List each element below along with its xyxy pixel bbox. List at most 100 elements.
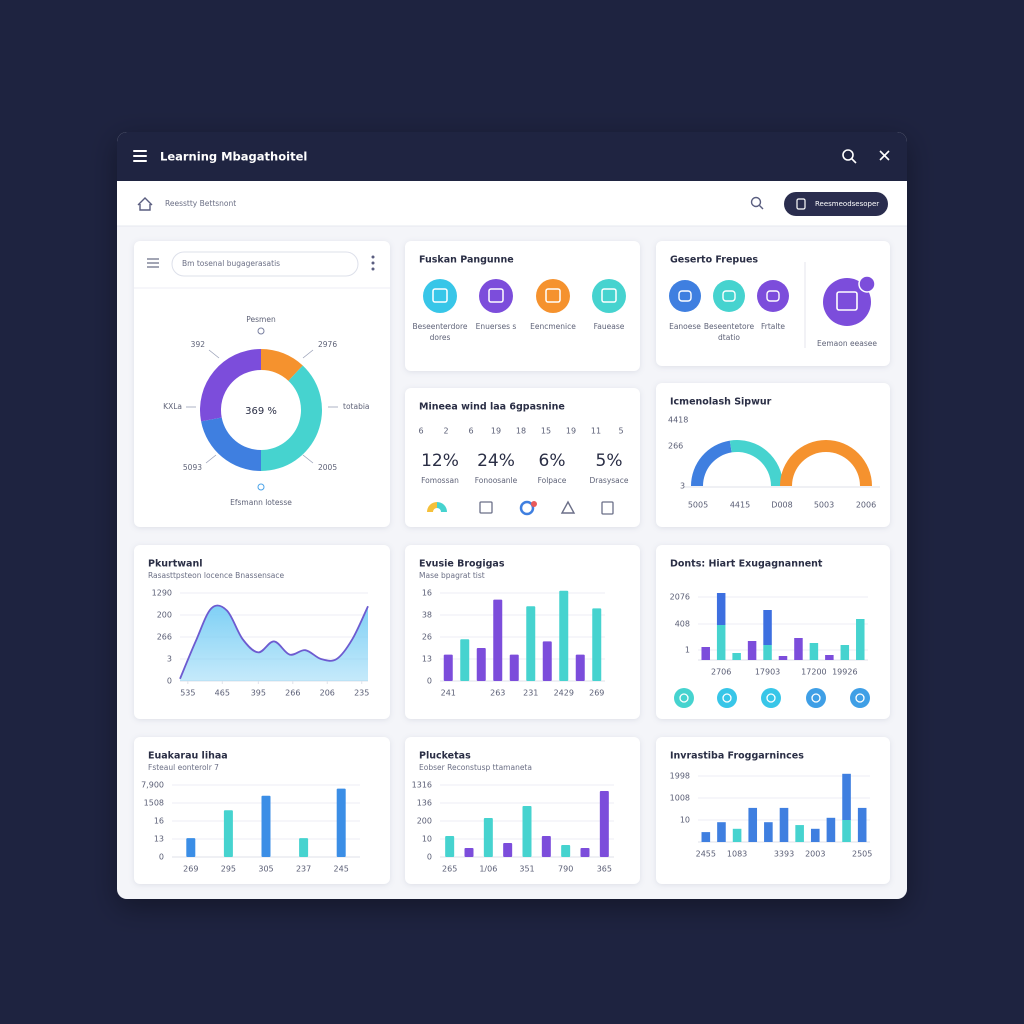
stat-label: Fomossan: [421, 476, 459, 485]
bar-segment: [842, 820, 851, 842]
x-tick-label: 235: [354, 689, 369, 698]
x-tick-label: 17903: [755, 668, 780, 677]
feature-badge: [858, 275, 876, 293]
y-tick-label: 1316: [412, 781, 432, 790]
bar-segment: [764, 822, 773, 842]
y-tick-label: 16: [422, 589, 432, 598]
y-tick-label: 10: [422, 835, 432, 844]
gauge-segment: [780, 440, 872, 486]
bar-segment: [778, 656, 788, 660]
action-icon[interactable]: [717, 688, 737, 708]
feature-label: Eemaon eeasee: [817, 339, 877, 348]
panel: [134, 241, 390, 527]
y-tick-label: 266: [157, 633, 172, 642]
menu-icon: [147, 258, 159, 268]
action-icon[interactable]: [806, 688, 826, 708]
shortcut-icon: [592, 279, 626, 313]
action-button[interactable]: [784, 192, 888, 216]
panel-subtitle: Rasasttpsteon locence Bnassensace: [148, 571, 284, 580]
bar-segment: [810, 828, 820, 842]
leader-line: [208, 349, 220, 359]
bar: [299, 838, 309, 857]
x-tick-label: 237: [296, 865, 311, 874]
panel-title: Pkurtwanl: [148, 559, 202, 570]
bar-segment: [716, 625, 726, 660]
bar-segment: [716, 593, 726, 625]
home-icon[interactable]: [137, 197, 153, 211]
bar: [599, 790, 609, 857]
y-tick-label: 13: [422, 655, 432, 664]
quick-label: Beseentetore: [704, 322, 755, 331]
gauge-axis-label: 4418: [668, 416, 688, 425]
donut-label: KXLa: [163, 402, 182, 411]
feature-icon: [823, 278, 871, 326]
y-tick-label: 7,900: [141, 781, 164, 790]
action-button-label: Reesmeodsesoper: [815, 200, 879, 208]
gauge-axis-label: 266: [668, 442, 683, 451]
bar: [541, 835, 551, 857]
action-icon[interactable]: [761, 688, 781, 708]
x-tick-label: 265: [442, 865, 457, 874]
leader-line: [302, 454, 314, 464]
x-tick-label: 2706: [711, 668, 731, 677]
y-tick-label: 0: [427, 853, 432, 862]
search-button[interactable]: [842, 149, 857, 164]
stat-icon: [479, 501, 493, 514]
stat-icon: [437, 502, 447, 512]
bar-segment: [747, 641, 757, 660]
toolbar-search[interactable]: [750, 196, 764, 210]
x-tick-label: 2455: [696, 850, 716, 859]
title-bar: [117, 132, 907, 192]
bar-segment: [825, 655, 834, 660]
bar-segment: [795, 825, 804, 842]
x-tick-label: 2505: [852, 850, 872, 859]
donut-segment: [199, 349, 261, 422]
bar: [186, 838, 196, 857]
panel: [405, 388, 640, 527]
bar: [580, 848, 590, 857]
panel-subtitle: Eobser Reconstusp ttamaneta: [419, 763, 532, 772]
x-tick-label: 790: [558, 865, 573, 874]
action-icon[interactable]: [850, 688, 870, 708]
bar-segment: [840, 645, 850, 660]
action-glyph: [766, 693, 776, 703]
quick-glyph: [766, 290, 780, 302]
panel-title: Plucketas: [419, 751, 471, 762]
stat-icon: [519, 500, 535, 516]
bar: [445, 835, 455, 857]
panel-title: Geserto Frepues: [670, 255, 758, 266]
x-tick-label: 2429: [554, 689, 574, 698]
bar-segment: [763, 610, 772, 645]
quick-glyph: [678, 290, 692, 302]
x-tick-label: 17200: [801, 668, 826, 677]
panel: [656, 545, 890, 719]
shortcut-icon: [423, 279, 457, 313]
bar: [443, 654, 453, 681]
area-line: [179, 604, 369, 680]
x-tick-label: 465: [215, 689, 230, 698]
stat-value: 5%: [596, 451, 623, 471]
donut-segment: [201, 417, 261, 471]
button-icon: [796, 198, 806, 210]
quick-icon: [713, 280, 745, 312]
panel: [656, 383, 890, 527]
action-icon[interactable]: [674, 688, 694, 708]
donut-label: 2976: [318, 340, 337, 349]
panel-subtitle: Mase bpagrat tist: [419, 571, 485, 580]
menu-button[interactable]: [133, 150, 147, 162]
donut-label: Pesmen: [246, 315, 276, 324]
stat-icon: [560, 500, 576, 514]
close-button[interactable]: [879, 150, 890, 161]
shortcut-icon: [479, 279, 513, 313]
y-tick-label: 1508: [144, 799, 164, 808]
stat-number: 6: [418, 427, 423, 436]
action-glyph: [855, 693, 865, 703]
bar: [460, 639, 470, 681]
bar: [575, 654, 585, 681]
panel-title: Fuskan Pangunne: [419, 255, 514, 266]
y-tick-label: 2076: [670, 593, 690, 602]
leader-line: [302, 349, 314, 359]
y-tick-label: 408: [675, 620, 690, 629]
y-tick-label: 200: [157, 611, 172, 620]
window-title: Learning Mbagathoitel: [160, 150, 307, 164]
